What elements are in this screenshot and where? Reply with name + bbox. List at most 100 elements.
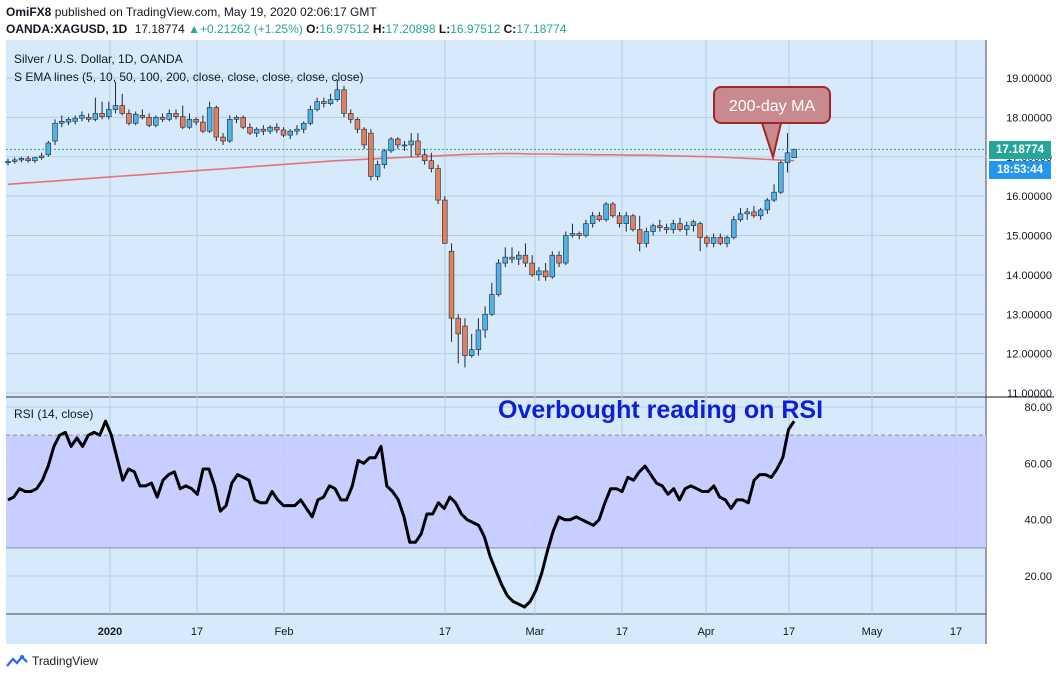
candle [139,109,146,120]
candle-body [321,101,327,104]
countdown-tag: 18:53:44 [989,161,1051,179]
symbol-line: OANDA:XAGUSD, 1D 17.18774 ▲+0.21262 (+1.… [6,22,566,36]
price-tick-label: 11.00000 [1007,388,1052,400]
candle [448,243,455,342]
candle [112,81,119,114]
candle [106,101,112,120]
publisher-name[interactable]: OmiFX8 [6,5,52,19]
candle-body [482,313,488,331]
candle [227,115,233,143]
rsi-band-fill [6,435,986,548]
candle [173,109,179,120]
candle-body [233,117,240,120]
candle-body [516,254,522,260]
candle-body [159,117,166,120]
tradingview-logo-icon [6,655,28,667]
candle [327,93,334,106]
candle [704,235,710,248]
candle [549,251,556,279]
candle-body [334,89,340,100]
candle [260,125,267,136]
time-tick-label: 17 [439,626,451,638]
candle-body [146,117,152,126]
candle-body [206,107,213,132]
candle [475,318,482,356]
candle-body [636,229,643,244]
candle [495,259,502,297]
candle-body [92,113,99,120]
candle-body [166,113,172,120]
candle [502,247,508,267]
price-change: +0.21262 (+1.25%) [199,22,303,36]
candle [348,109,354,124]
candle [206,101,213,134]
price-tick-label: 18.00000 [1006,112,1052,124]
candle [186,113,193,130]
candle-body [630,215,636,230]
candle [85,113,92,123]
candle-body [260,128,267,132]
candle-body [569,233,576,236]
candle [388,137,394,153]
candle [610,202,616,218]
candle-body [657,225,663,228]
candle-body [677,223,683,230]
candle [509,247,515,264]
candle-body [153,117,159,126]
candle [52,119,58,145]
symbol-name: OANDA:XAGUSD, 1D [6,22,128,36]
ma200-line [7,152,795,186]
high-value: 17.20898 [385,22,436,36]
rsi-pane-title[interactable]: RSI (14, close) [14,407,94,421]
candle-body [253,128,260,134]
candle-body [448,250,455,319]
last-price: 17.18774 [134,22,185,36]
time-tick-label: Mar [526,626,545,638]
time-tick-label: 17 [191,626,203,638]
candle-body [468,349,475,356]
candle [79,111,85,122]
candle-body [596,215,603,221]
candle [395,137,401,149]
footer-brand-text: TradingView [32,654,99,668]
candle-body [354,119,361,130]
candle-body [731,219,737,238]
candle-body [495,262,502,295]
price-tick-label: 12.00000 [1006,349,1052,361]
candle-body [764,199,771,211]
candle-body [603,203,609,221]
candle [710,233,717,248]
candle-body [112,105,119,110]
price-tick-label: 14.00000 [1006,270,1052,282]
candle [650,223,656,236]
publish-line: OmiFX8 published on TradingView.com, May… [6,5,377,19]
candle-body [529,262,535,276]
candle [166,109,172,122]
candle [220,133,226,145]
candle [751,205,757,218]
candle-body [368,132,374,177]
candle-body [784,152,791,163]
ma-layer [7,152,795,186]
candle [670,219,676,234]
candle [522,243,529,267]
candle [536,267,542,281]
candle [737,207,744,222]
footer-brand[interactable]: TradingView [6,654,98,668]
candle-body [72,117,78,122]
candle-body [663,227,670,230]
candle-body [616,215,623,224]
candle-body [85,117,92,120]
time-tick-label: Apr [697,626,714,638]
candle [12,157,18,164]
candle [643,227,650,248]
candle [280,127,287,138]
candle [314,97,320,112]
candle [321,97,327,108]
candle [542,263,549,281]
candle [247,123,253,136]
candle [468,333,475,358]
candle [563,231,569,266]
ema-legend[interactable]: S EMA lines (5, 10, 50, 100, 200, close,… [14,70,364,84]
